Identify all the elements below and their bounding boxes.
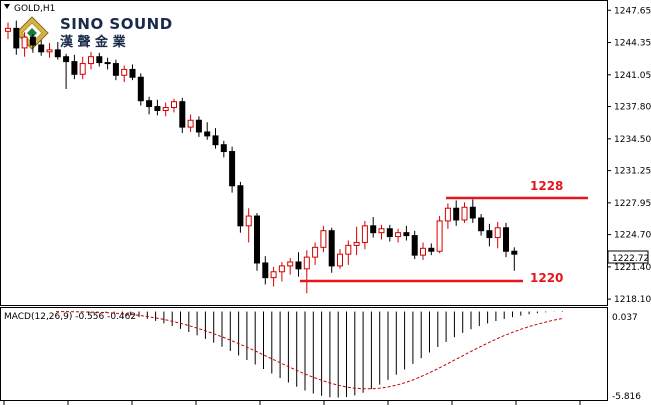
candle-bull	[320, 230, 327, 248]
candle-bull	[187, 119, 194, 128]
price-axis-label: 1224.70	[614, 231, 651, 241]
logo-chinese-text: 漢 聲 金 業	[60, 34, 127, 50]
candle-bull	[312, 246, 319, 258]
candle-bear	[478, 217, 485, 232]
candle-bull	[361, 225, 368, 243]
candle-bear	[486, 230, 493, 239]
candle-bear	[63, 56, 70, 63]
candle-bull	[270, 271, 277, 279]
price-pane-frame	[0, 0, 608, 306]
current-price-box	[607, 250, 649, 264]
resistance-label: 1228	[530, 179, 563, 193]
candle-bull	[5, 27, 11, 32]
candle-bull	[420, 247, 426, 256]
candle-bull	[79, 63, 86, 75]
candle-bear	[13, 27, 20, 49]
symbol-header: GOLD,H1	[4, 4, 55, 14]
macd-label: MACD(12,26,9) -0.556 -0.462	[4, 312, 136, 322]
candle-bear	[137, 76, 144, 102]
candle-bear	[129, 68, 136, 78]
candle-bull	[395, 232, 402, 238]
price-axis: 1247.65 1244.35 1241.05 1237.80 1234.50 1231.…	[607, 6, 651, 305]
candle-bear	[411, 235, 418, 256]
symbol-dropdown-icon	[4, 4, 10, 9]
candle-bear	[229, 151, 236, 187]
candle-bull	[121, 68, 128, 76]
logo-core-icon	[27, 28, 37, 38]
candle-bull	[345, 244, 352, 255]
candle-bear	[453, 207, 460, 221]
candle-bull	[21, 36, 28, 49]
candle-bear	[503, 227, 509, 252]
current-price-value: 1222.72	[612, 254, 649, 264]
candle-bear	[254, 215, 260, 264]
candle-bull	[88, 56, 94, 65]
candle-bull	[287, 261, 294, 267]
price-axis-label: 1237.80	[614, 103, 651, 113]
candle-bull	[444, 207, 451, 222]
candle-bear	[54, 49, 61, 58]
candle-bull	[278, 265, 285, 273]
candle-bear	[511, 250, 518, 255]
candle-bull	[245, 215, 252, 227]
candle-bear	[237, 185, 244, 227]
candle-bear	[112, 63, 119, 76]
price-axis-label: 1234.50	[614, 135, 651, 145]
price-axis-label: 1221.40	[614, 263, 651, 273]
candle-bear	[428, 247, 435, 252]
candle-bear	[195, 119, 202, 133]
macd-axis-top: 0.037	[612, 313, 638, 323]
price-axis-label: 1231.25	[614, 167, 651, 177]
candle-bear	[212, 135, 219, 146]
candle-bull	[461, 206, 468, 221]
sino-sound-logo: SINO SOUND 漢 聲 金 業	[15, 15, 173, 50]
candle-bear	[96, 56, 103, 64]
candle-bear	[220, 144, 227, 153]
candle-bear	[403, 232, 410, 237]
candle-bear	[104, 62, 111, 65]
macd-histogram	[55, 310, 563, 398]
time-axis-ticks	[3, 401, 581, 405]
candle-bear	[262, 262, 269, 279]
candle-bull	[436, 220, 443, 252]
candle-bear	[386, 228, 393, 238]
macd-signal-line	[56, 311, 563, 390]
price-axis-label: 1244.35	[614, 39, 651, 49]
candle-bear	[179, 101, 186, 128]
candle-bear	[370, 225, 377, 234]
current-price-tag: 1222.72	[607, 250, 649, 264]
candle-bull	[171, 101, 177, 109]
macd-axis-bottom: -5.816	[612, 392, 641, 402]
candle-bull	[303, 256, 310, 270]
candle-bull	[337, 253, 343, 267]
candle-bull	[46, 49, 53, 53]
symbol-label: GOLD,H1	[14, 4, 55, 14]
support-label: 1220	[530, 271, 563, 285]
candle-bear	[204, 131, 211, 137]
price-axis-label: 1247.65	[614, 6, 651, 16]
candle-bear	[38, 44, 45, 53]
candle-bull	[494, 227, 501, 239]
candlestick-series	[5, 20, 518, 294]
candle-bear	[328, 230, 335, 267]
candle-bear	[71, 61, 78, 75]
logo-brand-text: SINO SOUND	[60, 15, 173, 33]
candle-bear	[29, 36, 36, 46]
candle-bull	[162, 107, 169, 111]
price-axis-label: 1241.05	[614, 71, 651, 81]
candle-bear	[154, 106, 161, 111]
candle-bull	[378, 228, 385, 234]
price-axis-label: 1227.95	[614, 199, 651, 209]
candle-bear	[295, 261, 302, 270]
candle-bear	[146, 100, 153, 108]
candle-bull	[353, 241, 360, 246]
macd-pane-frame	[0, 307, 608, 401]
candle-bear	[469, 206, 476, 219]
price-axis-label: 1218.10	[614, 295, 651, 305]
